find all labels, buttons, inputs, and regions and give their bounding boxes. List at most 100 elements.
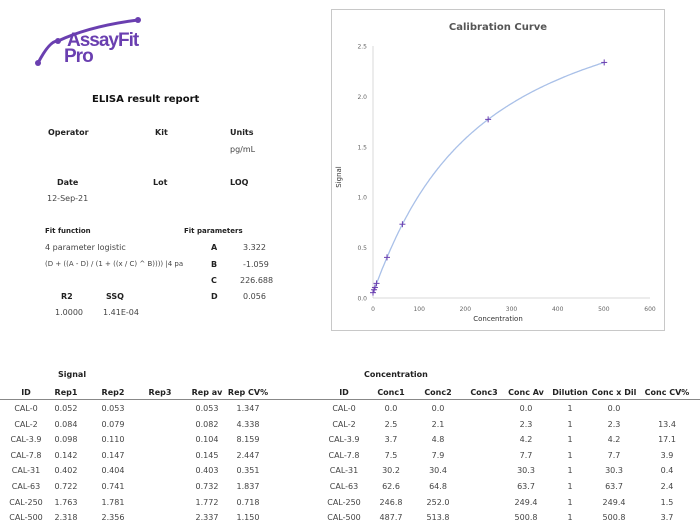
signal_table-cell: 0.145 <box>195 450 219 460</box>
fit-function-label: Fit function <box>45 227 91 235</box>
conc_table-cell: 1.5 <box>660 497 674 507</box>
conc_table-header-conc3: Conc3 <box>470 388 498 397</box>
conc_table-cell: 246.8 <box>379 497 403 507</box>
conc_table-cell: 30.3 <box>605 466 623 476</box>
x-tick-label: 600 <box>644 306 656 313</box>
conc_table-cell: 1 <box>567 419 573 429</box>
signal_table-cell: 0.741 <box>101 482 125 491</box>
signal_table-cell: 0.079 <box>101 419 125 429</box>
conc_table-cell: 500.8 <box>602 513 626 523</box>
fit-function-formula: (D + ((A - D) / (1 + ((x / C) ^ B)))) |4… <box>45 260 184 268</box>
conc_table-cell: 17.1 <box>658 435 676 445</box>
conc_table-cell: CAL-0 <box>332 404 356 413</box>
signal_table-cell: 0.053 <box>101 404 125 413</box>
conc_table-cell: 249.4 <box>602 497 626 507</box>
conc_table-cell: 249.4 <box>514 497 538 507</box>
conc_table-header-conc-av: Conc Av <box>508 388 544 397</box>
y-tick-label: 1.5 <box>357 144 367 151</box>
y-axis-label: Signal <box>334 166 343 188</box>
conc_table-cell: 500.8 <box>514 513 538 523</box>
x-tick-label: 0 <box>371 306 375 313</box>
signal_table-cell: CAL-250 <box>9 497 43 507</box>
y-tick-label: 2.0 <box>357 94 367 101</box>
calibration-chart: Calibration Curve 0.0 0.5 1.0 1.5 2.0 2.5 0 100… <box>331 9 665 331</box>
conc_table-cell: 4.2 <box>519 435 533 445</box>
conc_table-cell: 7.7 <box>519 450 533 460</box>
signal_table-cell: 0.110 <box>101 435 125 445</box>
conc_table-cell: CAL-250 <box>327 497 361 507</box>
conc_table-cell: CAL-63 <box>329 482 359 491</box>
conc_table-cell: CAL-7.8 <box>328 450 360 460</box>
conc_table-cell: 2.3 <box>607 419 621 429</box>
x-tick-label: 400 <box>552 306 564 313</box>
conc_table-header-divider <box>283 399 700 400</box>
operator-label: Operator <box>48 128 89 137</box>
ssq-value: 1.41E-04 <box>103 308 139 317</box>
chart-title: Calibration Curve <box>448 22 548 33</box>
conc_table-cell: 0.0 <box>384 404 398 413</box>
kit-label: Kit <box>155 128 168 137</box>
conc_table-cell: 30.2 <box>382 466 400 476</box>
signal_table-cell: CAL-500 <box>9 513 43 523</box>
conc_table-cell: 1 <box>567 497 573 507</box>
conc_table-cell: 2.3 <box>519 419 533 429</box>
y-tick-label: 2.5 <box>357 44 367 51</box>
param-b-name: B <box>211 260 218 269</box>
signal_table-cell: CAL-63 <box>11 482 41 491</box>
signal_table-header-rep2: Rep2 <box>101 388 125 397</box>
signal_table-cell: 1.150 <box>236 513 260 523</box>
conc_table-cell: 0.0 <box>431 404 445 413</box>
signal_table-cell: 1.781 <box>101 497 125 507</box>
conc_table-cell: 63.7 <box>517 482 535 491</box>
signal_table-cell: 0.402 <box>54 466 78 476</box>
signal_table-cell: 0.082 <box>195 419 219 429</box>
conc_table-cell: 2.1 <box>431 419 445 429</box>
fit-curve-line <box>372 61 605 293</box>
param-d-value: 0.056 <box>243 292 266 301</box>
conc_table-cell: 252.0 <box>426 497 450 507</box>
signal_table-cell: 0.084 <box>54 419 78 429</box>
signal_table-cell: CAL-3.9 <box>10 435 42 445</box>
conc_table-cell: 62.6 <box>382 482 400 491</box>
param-a-value: 3.322 <box>243 243 266 252</box>
units-label: Units <box>230 128 254 137</box>
y-tick-label: 1.0 <box>357 195 367 202</box>
signal_table-header-rep3: Rep3 <box>148 388 172 397</box>
signal_table-cell: 0.052 <box>54 404 78 413</box>
r2-label: R2 <box>61 292 73 301</box>
signal_table-cell: 0.142 <box>54 450 78 460</box>
logo-text-assayfit: AssayFit <box>67 30 139 51</box>
conc_table-cell: 513.8 <box>426 513 450 523</box>
conc_table-cell: 30.4 <box>429 466 447 476</box>
x-tick-label: 500 <box>598 306 610 313</box>
conc_table-cell: 487.7 <box>379 513 403 523</box>
signal_table-group-label: Signal <box>58 370 87 379</box>
signal_table-cell: 0.147 <box>101 450 125 460</box>
conc_table-cell: 7.5 <box>384 450 398 460</box>
signal_table-cell: 1.347 <box>236 404 260 413</box>
x-tick-label: 300 <box>506 306 518 313</box>
conc_table-header-conc-cv-: Conc CV% <box>644 388 690 397</box>
signal_table-cell: 1.763 <box>54 497 78 507</box>
conc_table-cell: 7.9 <box>431 450 445 460</box>
conc_table-cell: 4.2 <box>607 435 621 445</box>
signal_table-cell: 0.722 <box>54 482 78 491</box>
x-tick-label: 100 <box>413 306 425 313</box>
signal_table-header-divider <box>0 399 283 400</box>
conc_table-cell: 1 <box>567 466 573 476</box>
x-axis-label: Concentration <box>473 315 523 323</box>
conc_table-cell: 1 <box>567 513 573 523</box>
lot-label: Lot <box>153 178 168 187</box>
signal_table-cell: CAL-31 <box>11 466 41 476</box>
signal_table-cell: 2.356 <box>101 513 125 523</box>
conc_table-cell: 3.7 <box>660 513 674 523</box>
signal_table-cell: 8.159 <box>236 435 260 445</box>
r2-value: 1.0000 <box>55 308 83 317</box>
loq-label: LOQ <box>230 178 249 187</box>
conc_table-cell: CAL-31 <box>329 466 359 476</box>
conc_table-cell: CAL-3.9 <box>328 435 360 445</box>
y-tick-label: 0.5 <box>357 245 367 252</box>
signal_table-cell: 0.732 <box>195 482 219 491</box>
signal_table-cell: CAL-0 <box>14 404 38 413</box>
conc_table-cell: 7.7 <box>607 450 621 460</box>
